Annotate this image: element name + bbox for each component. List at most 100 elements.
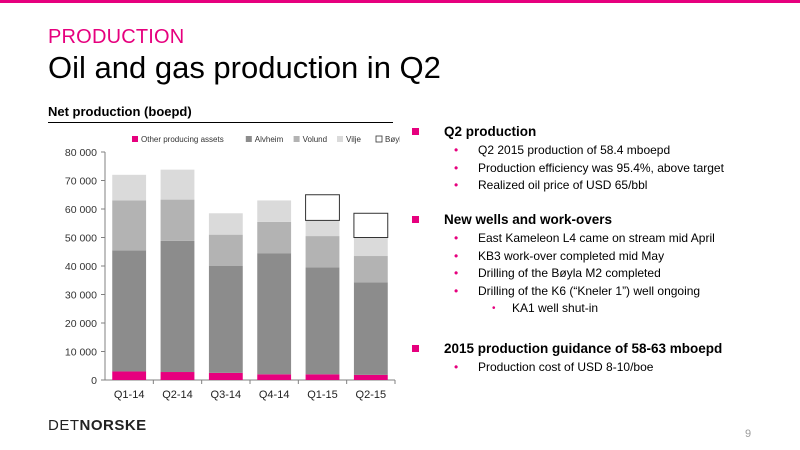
section-heading-text: 2015 production guidance of 58-63 mboepd <box>444 341 723 356</box>
y-tick-label: 30 000 <box>65 290 97 302</box>
list-item-text: Realized oil price of USD 65/bbl <box>478 178 648 192</box>
x-tick-label: Q2-14 <box>162 389 193 401</box>
dot-bullet-icon: • <box>454 360 459 374</box>
logo-part: NORSKE <box>79 417 147 434</box>
y-tick-label: 0 <box>91 375 97 387</box>
list-item: • Q2 2015 production of 58.4 mboepd <box>412 142 724 160</box>
page-title: Oil and gas production in Q2 <box>48 50 441 85</box>
bar-segment <box>208 266 243 373</box>
legend-swatch <box>132 136 138 142</box>
bar-segment <box>257 200 292 222</box>
x-tick-label: Q3-14 <box>211 389 242 401</box>
y-tick-label: 10 000 <box>65 347 97 359</box>
bar-segment <box>112 200 147 251</box>
bar-segment <box>305 236 340 268</box>
x-tick-label: Q4-14 <box>259 389 290 401</box>
dot-bullet-icon: • <box>454 143 459 157</box>
legend-swatch <box>375 135 383 143</box>
bar-segment <box>160 240 195 373</box>
section-kicker: PRODUCTION <box>48 26 185 48</box>
chart-heading: Net production (boepd) <box>48 104 192 119</box>
bar-segment <box>257 253 292 375</box>
bar-segment <box>305 194 340 221</box>
list-item-text: Q2 2015 production of 58.4 mboepd <box>478 143 671 157</box>
dot-bullet-icon: • <box>454 178 459 192</box>
list-item: • Drilling of the Bøyla M2 completed <box>412 265 715 283</box>
square-bullet-icon <box>412 216 419 223</box>
y-tick-label: 60 000 <box>65 204 97 216</box>
bar-segment <box>353 237 388 257</box>
y-tick-label: 80 000 <box>65 147 97 159</box>
list-item-text: Production cost of USD 8-10/boe <box>478 360 654 374</box>
top-accent-bar <box>0 0 800 3</box>
list-item: • Drilling of the K6 (“Kneler 1”) well on… <box>412 283 715 301</box>
list-item-text: East Kameleon L4 came on stream mid Apri… <box>478 231 715 245</box>
bar-segment <box>208 213 243 235</box>
list-item-text: Drilling of the K6 (“Kneler 1”) well ong… <box>478 283 701 298</box>
legend-label: Bøyla <box>385 135 400 144</box>
dot-bullet-icon: • <box>454 231 459 245</box>
list-item-text: KB3 work-over completed mid May <box>478 248 665 263</box>
square-bullet-icon <box>412 345 419 352</box>
bar-segment <box>257 374 292 380</box>
dot-bullet-icon: • <box>454 283 459 298</box>
y-tick-label: 40 000 <box>65 261 97 273</box>
section-heading: New wells and work-overs <box>412 212 715 227</box>
legend-label: Vilje <box>346 135 362 144</box>
section-heading-text: Q2 production <box>444 124 537 139</box>
list-item: • East Kameleon L4 came on stream mid Apr… <box>412 230 715 248</box>
bar-segment <box>112 174 147 201</box>
sub-list-item-text: KA1 well shut-in <box>512 301 599 315</box>
net-production-chart: 0 10 000 20 000 30 000 40 000 50 000 60 000 70 … <box>65 135 400 401</box>
legend-label: Alvheim <box>255 135 284 144</box>
bar-segment <box>305 220 340 237</box>
section-heading-text: New wells and work-overs <box>444 212 613 227</box>
bar-segment <box>208 372 243 380</box>
list-item: • Production efficiency was 95.4%, above … <box>412 160 724 178</box>
bar-segment <box>112 250 147 372</box>
bar-segment <box>353 256 388 283</box>
dot-bullet-icon: • <box>454 266 459 280</box>
legend-swatch <box>337 136 343 142</box>
bar-segment <box>353 282 388 375</box>
section-heading: 2015 production guidance of 58-63 mboepd <box>412 341 722 356</box>
bar-segment <box>112 371 147 380</box>
list-item-text: Production efficiency was 95.4%, above t… <box>478 160 724 175</box>
y-tick-label: 20 000 <box>65 318 97 330</box>
square-bullet-icon <box>412 128 419 135</box>
legend-swatch <box>245 136 252 142</box>
legend-label: Volund <box>303 135 327 144</box>
section-guidance: 2015 production guidance of 58-63 mboepd… <box>412 341 722 377</box>
chart-heading-underline <box>48 122 393 123</box>
sub-list-item: • KA1 well shut-in <box>412 300 715 318</box>
logo-part: DET <box>48 417 80 434</box>
x-tick-label: Q2-15 <box>356 389 387 401</box>
list-item-text: Drilling of the Bøyla M2 completed <box>478 266 661 280</box>
x-tick-label: Q1-14 <box>114 389 145 401</box>
bar-segment <box>208 234 243 266</box>
section-heading: Q2 production <box>412 124 724 139</box>
bar-segment <box>257 221 292 254</box>
section-q2-production: Q2 production • Q2 2015 production of 58.… <box>412 124 724 195</box>
list-item: • Realized oil price of USD 65/bbl <box>412 177 724 195</box>
bar-segment <box>305 267 340 375</box>
page-number: 9 <box>745 428 752 440</box>
bar-segment <box>305 374 340 380</box>
y-tick-label: 50 000 <box>65 233 97 245</box>
section-new-wells: New wells and work-overs • East Kameleon … <box>412 212 715 318</box>
dot-bullet-icon: • <box>492 303 496 314</box>
dot-bullet-icon: • <box>454 160 459 175</box>
legend-swatch <box>293 136 300 142</box>
bar-segment <box>353 212 389 239</box>
x-tick-label: Q1-15 <box>307 389 338 401</box>
bar-segment <box>353 374 388 380</box>
list-item: • KB3 work-over completed mid May <box>412 248 715 266</box>
legend-label: Other producing assets <box>141 135 224 144</box>
company-logo: DETNORSKE <box>48 417 147 434</box>
bar-segment <box>160 372 195 380</box>
y-tick-label: 70 000 <box>65 176 97 188</box>
bar-segment <box>160 169 195 200</box>
bar-segment <box>160 199 195 241</box>
list-item: • Production cost of USD 8-10/boe <box>412 359 722 377</box>
dot-bullet-icon: • <box>454 248 459 263</box>
